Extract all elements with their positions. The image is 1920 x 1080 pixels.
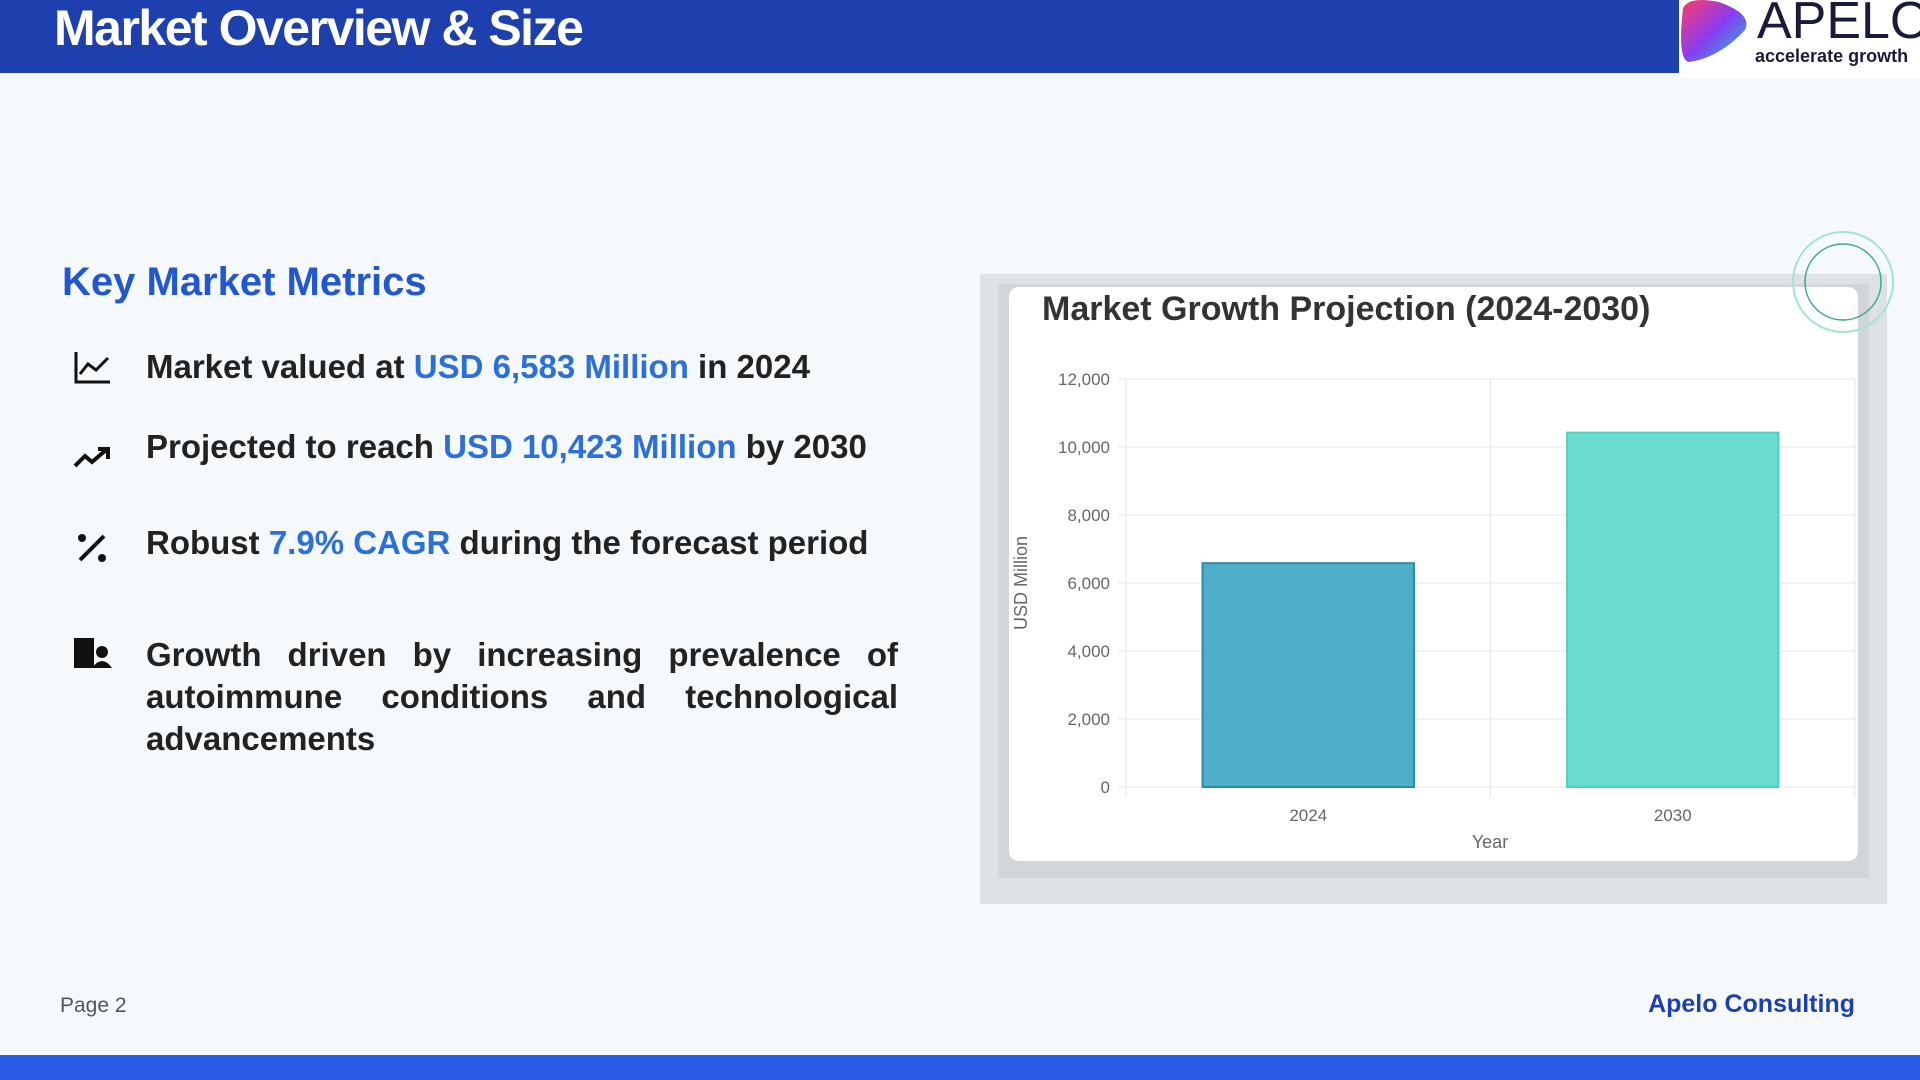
metric-text: by 2030	[736, 428, 867, 465]
decor-circle	[1804, 243, 1882, 321]
metric-text: Growth driven by increasing prevalence o…	[146, 636, 908, 757]
bar	[1201, 562, 1415, 788]
footer-brand: Apelo Consulting	[1648, 990, 1855, 1018]
metric-text: Projected to reach	[146, 428, 444, 465]
metric: Projected to reach USD 10,423 Million by…	[146, 426, 898, 468]
logo-mark	[1681, 0, 1747, 62]
metric-text: Market valued at	[146, 348, 414, 385]
trend-icon	[73, 447, 110, 468]
logo-graphic: APELO accelerate growth	[1681, 0, 1920, 66]
logo: APELO accelerate growth	[1679, 0, 1920, 78]
percent-icon	[78, 534, 106, 562]
page-title: Market Overview & Size	[54, 0, 584, 56]
y-tick-label: 10,000	[1058, 438, 1110, 457]
metric: Robust 7.9% CAGR during the forecast per…	[146, 522, 898, 564]
y-tick-label: 0	[1101, 778, 1110, 797]
y-tick-label: 12,000	[1058, 370, 1110, 389]
y-tick-label: 2,000	[1067, 710, 1110, 729]
y-tick-label: 8,000	[1067, 506, 1110, 525]
header-bar	[0, 0, 1679, 73]
metric-text: in 2024	[688, 348, 810, 385]
logo-tagline: accelerate growth	[1755, 46, 1908, 66]
chart-icon	[74, 352, 110, 384]
people-icon	[74, 638, 112, 668]
y-axis-label: USD Million	[1011, 536, 1031, 630]
page-number: Page 2	[60, 994, 127, 1017]
section-title: Key Market Metrics	[62, 260, 427, 304]
y-tick-label: 4,000	[1067, 642, 1110, 661]
decor-circle	[1792, 231, 1894, 333]
metric-text: Robust	[146, 524, 269, 561]
x-tick-label: 2030	[1654, 806, 1692, 825]
x-axis-label: Year	[1472, 832, 1508, 852]
metric-highlight: 7.9% CAGR	[268, 524, 451, 561]
footer-bar	[0, 1055, 1920, 1080]
metric: Growth driven by increasing prevalence o…	[146, 634, 898, 760]
y-tick-label: 6,000	[1067, 574, 1110, 593]
logo-name: APELO	[1757, 0, 1920, 50]
metric-highlight: USD 6,583 Million	[413, 348, 689, 385]
metric-highlight: USD 10,423 Million	[443, 428, 737, 465]
metric: Market valued at USD 6,583 Million in 20…	[146, 346, 898, 388]
metric-text: during the forecast period	[450, 524, 869, 561]
bar	[1566, 431, 1780, 788]
x-tick-label: 2024	[1289, 806, 1327, 825]
chart-title: Market Growth Projection (2024-2030)	[1042, 290, 1650, 328]
